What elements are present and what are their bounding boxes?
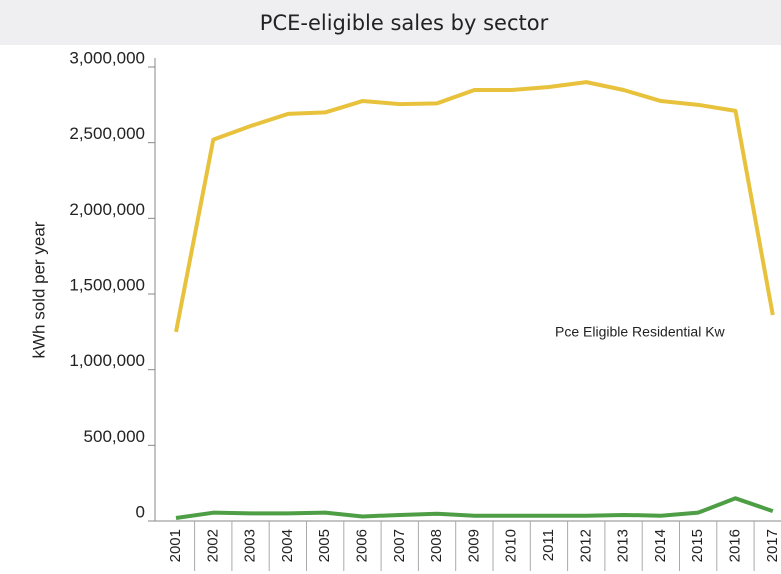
y-axis-label: kWh sold per year <box>29 221 48 358</box>
x-tick-label: 2001 <box>167 529 184 562</box>
y-tick-label: 1,000,000 <box>69 351 145 370</box>
y-tick-label: 2,500,000 <box>69 124 145 143</box>
x-tick-label: 2002 <box>204 529 221 562</box>
y-tick-label: 3,000,000 <box>69 48 145 67</box>
x-tick-label: 2017 <box>764 529 781 562</box>
y-tick-label: 1,500,000 <box>69 275 145 294</box>
x-tick-label: 2003 <box>242 529 259 562</box>
title-band <box>0 0 781 45</box>
series-label: Pce Eligible Residential Kw <box>555 324 726 340</box>
y-tick-label: 0 <box>136 502 145 521</box>
x-tick-label: 2004 <box>279 529 296 562</box>
x-tick-label: 2013 <box>615 529 632 562</box>
x-tick-label: 2010 <box>503 529 520 562</box>
chart-title: PCE-eligible sales by sector <box>260 11 549 35</box>
series-line <box>174 80 775 333</box>
y-tick-label: 2,000,000 <box>69 200 145 219</box>
x-tick-label: 2011 <box>540 529 557 561</box>
x-tick-label: 2009 <box>465 529 482 562</box>
x-tick-label: 2015 <box>689 529 706 562</box>
x-tick-label: 2016 <box>726 529 743 562</box>
x-tick-label: 2005 <box>316 529 333 562</box>
x-tick-label: 2006 <box>353 529 370 562</box>
series-line <box>175 496 774 520</box>
x-tick-label: 2014 <box>652 529 669 562</box>
x-tick-label: 2007 <box>391 529 408 562</box>
x-tick-label: 2008 <box>428 529 445 562</box>
y-tick-label: 500,000 <box>84 427 145 446</box>
x-tick-label: 2012 <box>577 529 594 562</box>
